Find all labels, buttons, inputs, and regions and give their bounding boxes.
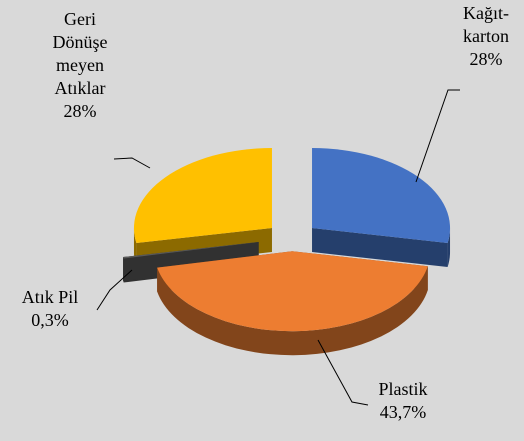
value-label: 28% [63, 101, 97, 121]
value-label: 0,3% [31, 310, 69, 330]
leader-line [96, 269, 133, 311]
slice [123, 242, 259, 259]
category-label: Kağıt- karton [463, 3, 509, 46]
slice-wall [123, 257, 124, 283]
category-label: Geri Dönüşe meyen Atıklar [52, 9, 108, 98]
slice-label: Geri Dönüşe meyen Atıklar 28% [30, 8, 130, 123]
leader-line [317, 339, 369, 406]
leader-line [415, 89, 460, 183]
slice-label: Plastik 43,7% [355, 378, 451, 424]
slice-group [312, 148, 451, 268]
category-label: Atık Pil [21, 287, 79, 307]
slice [312, 148, 451, 244]
category-label: Plastik [378, 379, 428, 399]
slice-label: Kağıt- karton 28% [448, 2, 524, 71]
value-label: 28% [469, 49, 503, 69]
slice-label: Atık Pil 0,3% [0, 286, 100, 332]
slice-side [123, 242, 259, 281]
slice-side [312, 228, 448, 268]
slice-wall [447, 228, 451, 268]
leader-line [113, 157, 151, 169]
slice-wall [157, 266, 428, 356]
slice [133, 148, 272, 244]
value-label: 43,7% [379, 402, 427, 422]
slice-group [157, 251, 428, 356]
slice [157, 251, 428, 332]
